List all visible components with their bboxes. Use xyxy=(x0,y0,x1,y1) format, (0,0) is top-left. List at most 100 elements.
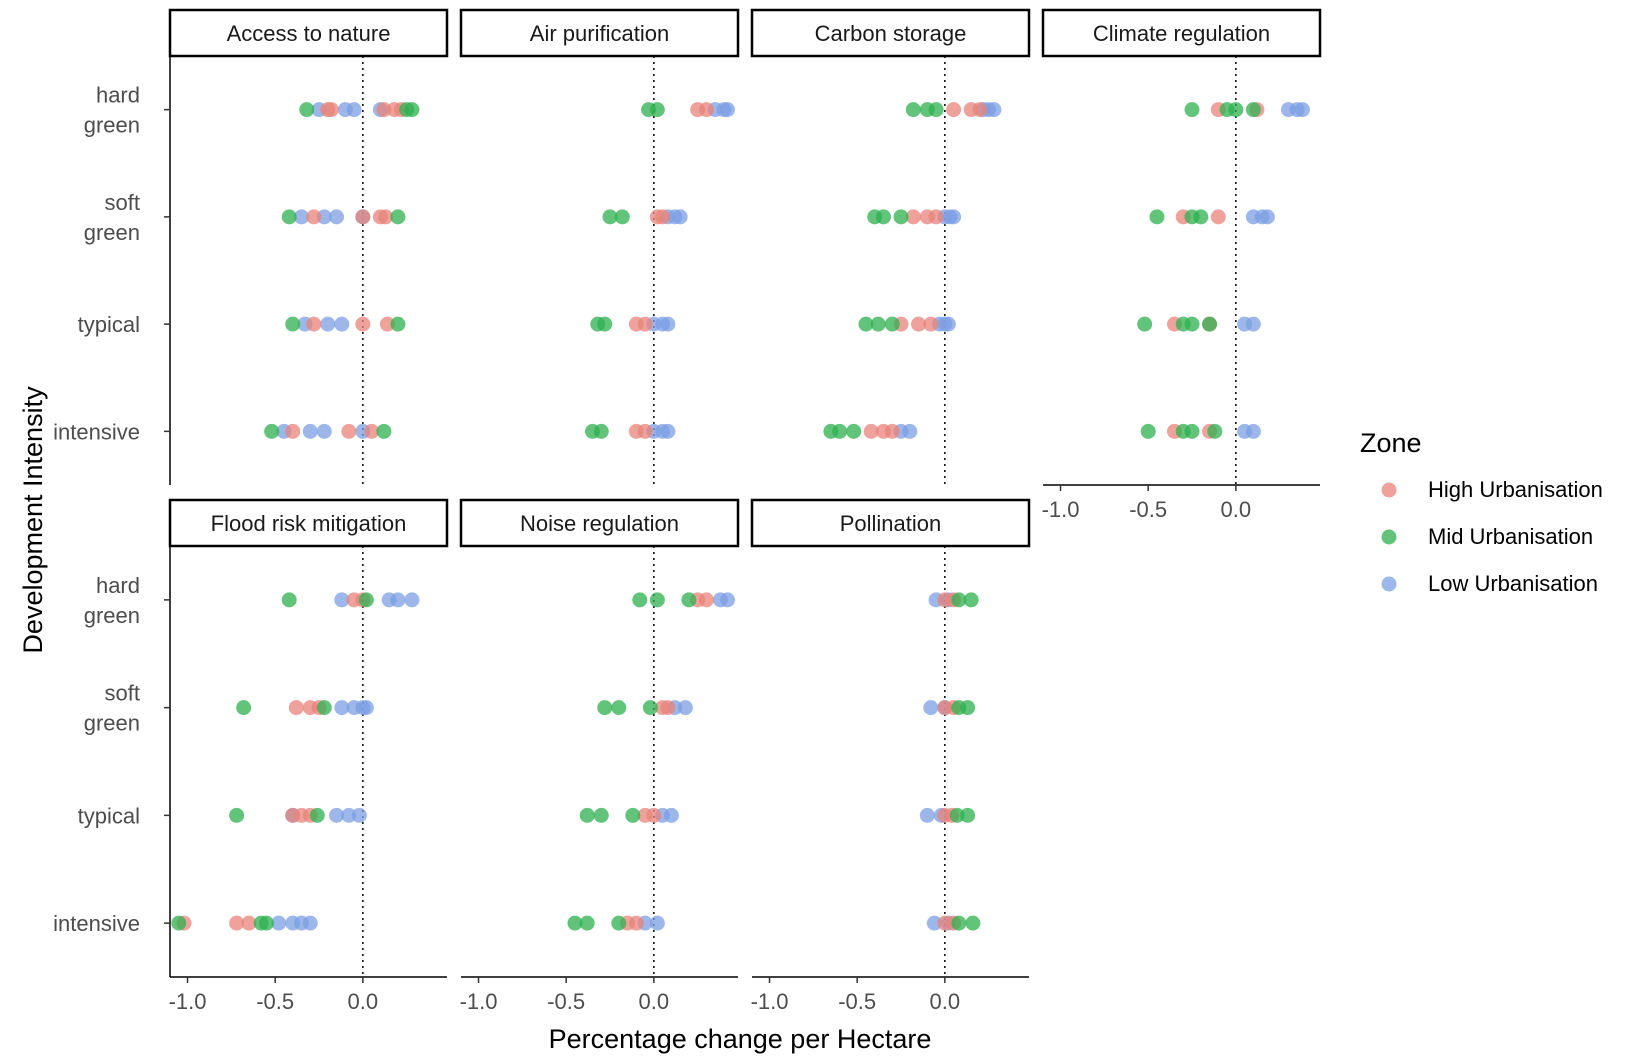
point-mid-urbanisation-hard-green xyxy=(281,592,297,608)
point-mid-urbanisation-soft-green xyxy=(614,209,630,225)
x-tick-label: -1.0 xyxy=(460,989,498,1014)
panel-carbon-storage: Carbon storage xyxy=(750,8,1031,485)
point-low-urbanisation-typical xyxy=(940,316,956,332)
x-tick-label: -0.5 xyxy=(1129,497,1167,522)
point-mid-urbanisation-soft-green xyxy=(642,700,658,716)
y-tick-label: hard xyxy=(96,573,140,598)
point-low-urbanisation-typical xyxy=(351,807,367,823)
point-high-urbanisation-intensive xyxy=(637,423,653,439)
point-mid-urbanisation-typical xyxy=(597,316,613,332)
point-mid-urbanisation-hard-green xyxy=(649,102,665,118)
panels-layer: Access to nature Air purification Carbon s… xyxy=(168,8,1322,977)
point-low-urbanisation-soft-green xyxy=(329,209,345,225)
strip-noise-regulation xyxy=(459,498,740,548)
legend-label: Low Urbanisation xyxy=(1428,571,1598,596)
point-low-urbanisation-intensive xyxy=(649,915,665,931)
point-low-urbanisation-hard-green xyxy=(346,102,362,118)
point-mid-urbanisation-intensive xyxy=(611,915,627,931)
point-low-urbanisation-soft-green xyxy=(358,700,374,716)
x-tick-label: -1.0 xyxy=(751,989,789,1014)
point-low-urbanisation-typical xyxy=(660,316,676,332)
point-high-urbanisation-intensive xyxy=(364,423,380,439)
point-low-urbanisation-hard-green xyxy=(719,592,735,608)
point-high-urbanisation-typical xyxy=(355,316,371,332)
point-mid-urbanisation-soft-green xyxy=(390,209,406,225)
strip-flood-risk-mitigation xyxy=(168,498,449,548)
point-mid-urbanisation-hard-green xyxy=(951,592,967,608)
point-mid-urbanisation-typical xyxy=(870,316,886,332)
panel-noise-regulation: Noise regulation xyxy=(459,498,740,977)
panel-air-purification: Air purification xyxy=(459,8,740,485)
panel-pollination: Pollination xyxy=(750,498,1031,977)
legend-item-high-urbanisation: High Urbanisation xyxy=(1381,477,1603,502)
legend-swatch xyxy=(1381,529,1397,545)
point-high-urbanisation-typical xyxy=(637,316,653,332)
x-tick-label: -1.0 xyxy=(1042,497,1080,522)
point-high-urbanisation-hard-green xyxy=(946,102,962,118)
point-mid-urbanisation-intensive xyxy=(376,423,392,439)
legend-swatch xyxy=(1381,482,1397,498)
point-mid-urbanisation-intensive xyxy=(567,915,583,931)
point-mid-urbanisation-hard-green xyxy=(632,592,648,608)
x-tick-label: -0.5 xyxy=(838,989,876,1014)
strip-climate-regulation xyxy=(1041,8,1322,58)
point-mid-urbanisation-typical xyxy=(1184,316,1200,332)
point-low-urbanisation-typical xyxy=(919,807,935,823)
y-tick-label: hard xyxy=(96,83,140,108)
point-low-urbanisation-hard-green xyxy=(986,102,1002,118)
point-low-urbanisation-soft-green xyxy=(923,700,939,716)
point-high-urbanisation-intensive xyxy=(628,915,644,931)
point-high-urbanisation-soft-green xyxy=(905,209,921,225)
point-mid-urbanisation-soft-green xyxy=(316,700,332,716)
point-mid-urbanisation-intensive xyxy=(1140,423,1156,439)
point-mid-urbanisation-soft-green xyxy=(602,209,618,225)
point-high-urbanisation-intensive xyxy=(229,915,245,931)
x-tick-label: 0.0 xyxy=(1221,497,1252,522)
point-high-urbanisation-hard-green xyxy=(698,102,714,118)
point-mid-urbanisation-soft-green xyxy=(893,209,909,225)
point-low-urbanisation-hard-green xyxy=(1294,102,1310,118)
point-mid-urbanisation-intensive xyxy=(1184,423,1200,439)
point-mid-urbanisation-hard-green xyxy=(963,592,979,608)
point-high-urbanisation-hard-green xyxy=(323,102,339,118)
point-mid-urbanisation-hard-green xyxy=(649,592,665,608)
point-high-urbanisation-intensive xyxy=(341,423,357,439)
point-mid-urbanisation-typical xyxy=(285,316,301,332)
x-tick-label: 0.0 xyxy=(930,989,961,1014)
point-low-urbanisation-soft-green xyxy=(677,700,693,716)
point-low-urbanisation-typical xyxy=(663,807,679,823)
legend-label: Mid Urbanisation xyxy=(1428,524,1593,549)
point-high-urbanisation-intensive xyxy=(241,915,257,931)
point-high-urbanisation-intensive xyxy=(285,423,301,439)
legend-swatch xyxy=(1381,576,1397,592)
point-high-urbanisation-soft-green xyxy=(306,209,322,225)
y-tick-label: green xyxy=(84,220,140,245)
point-mid-urbanisation-intensive xyxy=(258,915,274,931)
point-high-urbanisation-soft-green xyxy=(928,209,944,225)
point-mid-urbanisation-hard-green xyxy=(358,592,374,608)
point-low-urbanisation-hard-green xyxy=(404,592,420,608)
legend-label: High Urbanisation xyxy=(1428,477,1603,502)
point-mid-urbanisation-typical xyxy=(960,807,976,823)
point-mid-urbanisation-typical xyxy=(884,316,900,332)
point-low-urbanisation-intensive xyxy=(660,423,676,439)
point-mid-urbanisation-intensive xyxy=(965,915,981,931)
x-tick-label: 0.0 xyxy=(348,989,379,1014)
panel-title: Carbon storage xyxy=(815,21,967,46)
point-mid-urbanisation-soft-green xyxy=(611,700,627,716)
axes-layer: hard green soft green typical intensive -1.0 -0… xyxy=(53,56,1320,1014)
point-low-urbanisation-intensive xyxy=(1245,423,1261,439)
point-low-urbanisation-hard-green xyxy=(719,102,735,118)
panel-title: Noise regulation xyxy=(520,511,679,536)
point-high-urbanisation-soft-green xyxy=(1210,209,1226,225)
point-low-urbanisation-intensive xyxy=(302,423,318,439)
panel-flood-risk-mitigation: Flood risk mitigation xyxy=(168,498,449,977)
point-high-urbanisation-soft-green xyxy=(378,209,394,225)
legend-item-low-urbanisation: Low Urbanisation xyxy=(1381,571,1598,596)
y-tick-label: green xyxy=(84,603,140,628)
strip-carbon-storage xyxy=(750,8,1031,58)
panel-title: Air purification xyxy=(530,21,669,46)
y-tick-label: typical xyxy=(78,803,140,828)
point-high-urbanisation-typical xyxy=(911,316,927,332)
